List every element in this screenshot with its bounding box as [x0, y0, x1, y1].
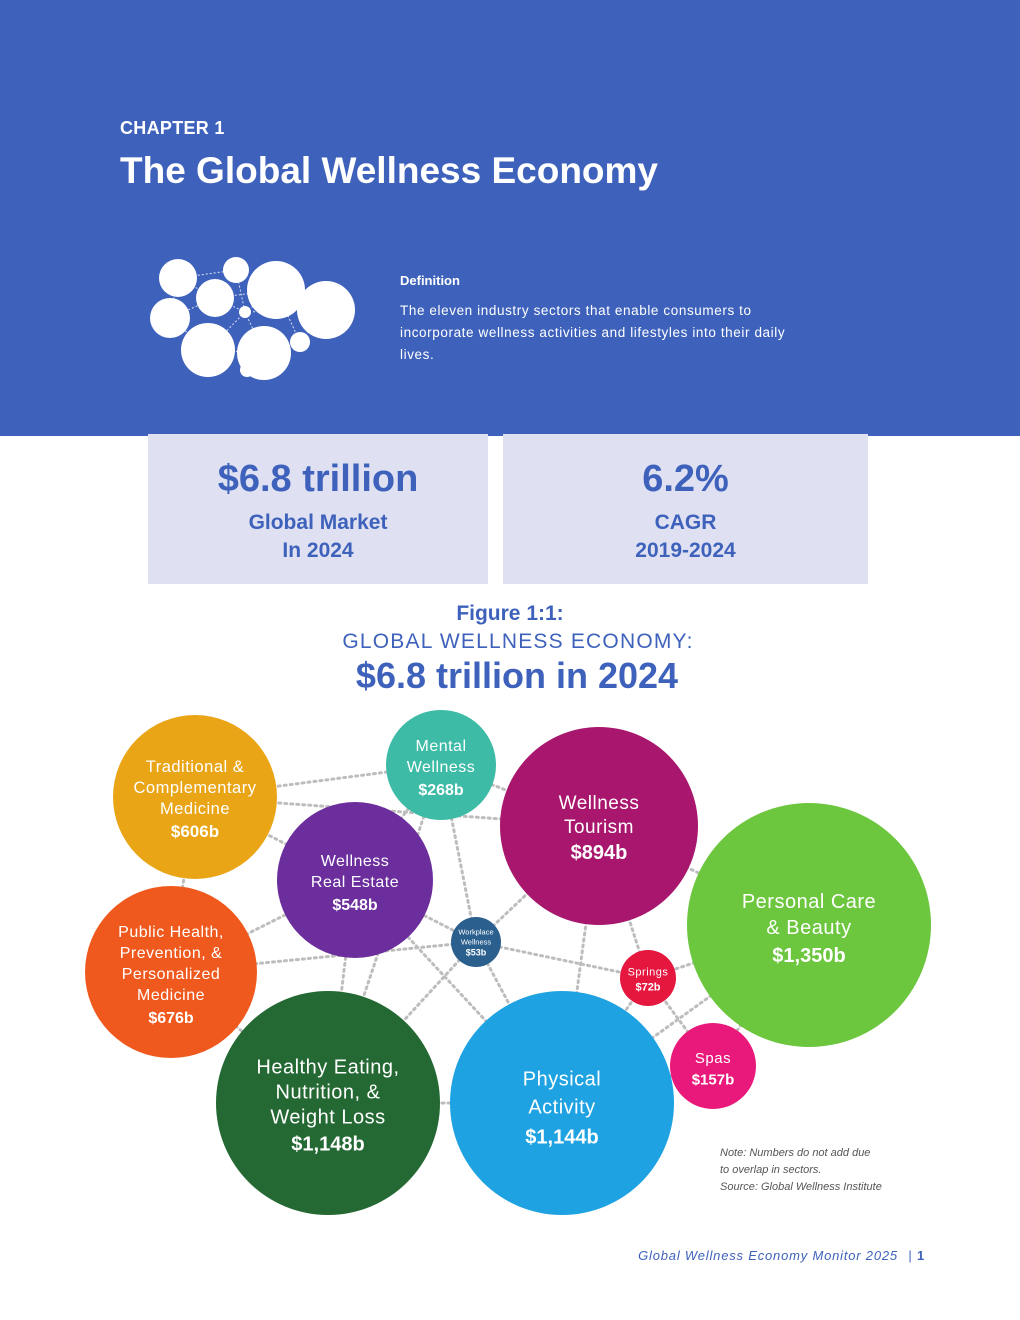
- sector-label: Activity: [528, 1096, 595, 1118]
- source-line: Source: Global Wellness Institute: [720, 1181, 882, 1193]
- stat-value: $6.8 trillion: [217, 458, 419, 500]
- sector-label: Public Health,: [118, 924, 224, 941]
- bubble-wellness-tourism: Wellness Tourism $894b: [500, 727, 698, 925]
- sector-circle: [451, 917, 501, 967]
- sector-label: Medicine: [137, 987, 205, 1004]
- sector-value: $268b: [418, 782, 464, 799]
- page-number: 1: [916, 1248, 925, 1263]
- sector-circle: [687, 803, 931, 1047]
- sector-value: $676b: [148, 1010, 194, 1027]
- chapter-label: CHAPTER 1: [120, 118, 225, 138]
- sector-label: Personalized: [122, 966, 221, 983]
- sector-label: Wellness: [321, 853, 390, 870]
- sector-bubble-chart: Traditional & Complementary Medicine $606b M…: [85, 710, 931, 1215]
- sector-label: Nutrition, &: [276, 1082, 381, 1104]
- sector-value: $1,148b: [291, 1134, 364, 1156]
- sector-circle: [277, 802, 433, 958]
- sector-value: $548b: [332, 897, 378, 914]
- bubble-mental-wellness: Mental Wellness $268b: [386, 710, 496, 820]
- sector-value: $606b: [171, 822, 219, 841]
- figure-subtitle: GLOBAL WELLNESS ECONOMY:: [342, 630, 694, 653]
- connection-line: [474, 940, 650, 980]
- sector-label: Tourism: [564, 817, 634, 838]
- bubble-wellness-real-estate: Wellness Real Estate $548b: [277, 802, 433, 958]
- sector-circle: [500, 727, 698, 925]
- sector-label: Healthy Eating,: [256, 1057, 399, 1079]
- sector-value: $1,350b: [772, 945, 845, 967]
- sector-bubbles: Traditional & Complementary Medicine $606b M…: [85, 710, 931, 1215]
- page-footer: Global Wellness Economy Monitor 2025 | 1: [638, 1248, 925, 1263]
- footer-separator: |: [908, 1248, 913, 1263]
- note-line: Note: Numbers do not add due: [720, 1147, 871, 1159]
- sector-label: Wellness: [461, 938, 492, 947]
- page-title: The Global Wellness Economy: [120, 150, 658, 191]
- sector-circle: [216, 991, 440, 1215]
- sector-circle: [620, 950, 676, 1006]
- stat-label: CAGR 2019-2024: [635, 511, 736, 562]
- sector-value: $157b: [692, 1071, 735, 1088]
- bubble-spas: Spas $157b: [670, 1023, 756, 1109]
- sector-label: Physical: [523, 1068, 601, 1090]
- stat-box-global-market: $6.8 trillion Global Market In 2024: [148, 434, 488, 584]
- header-banner: CHAPTER 1 The Global Wellness Economy: [0, 0, 1020, 436]
- sector-circle: [670, 1023, 756, 1109]
- note-line: to overlap in sectors.: [720, 1164, 822, 1176]
- sector-value: $1,144b: [525, 1126, 598, 1148]
- sector-label: Workplace: [458, 928, 493, 937]
- sector-circle: [450, 991, 674, 1215]
- sector-label: Springs: [628, 967, 669, 979]
- sector-label: Traditional &: [146, 758, 245, 776]
- bubble-personal-care-beauty: Personal Care & Beauty $1,350b: [687, 803, 931, 1047]
- bubble-public-health: Public Health, Prevention, & Personalized M…: [85, 886, 257, 1058]
- sector-label: Mental: [415, 738, 466, 755]
- publication-name: Global Wellness Economy Monitor 2025: [638, 1248, 898, 1263]
- sector-label: Medicine: [160, 800, 230, 818]
- sector-label: Weight Loss: [270, 1107, 385, 1129]
- sector-label: & Beauty: [766, 917, 851, 939]
- stat-box-cagr: 6.2% CAGR 2019-2024: [503, 434, 868, 584]
- definition-heading: Definition: [400, 273, 460, 288]
- bubble-springs: Springs $72b: [620, 950, 676, 1006]
- figure-title: $6.8 trillion in 2024: [355, 655, 679, 696]
- sector-circle: [85, 886, 257, 1058]
- stat-value: 6.2%: [642, 458, 729, 500]
- sector-value: $53b: [466, 948, 487, 958]
- definition-text: The eleven industry sectors that enable …: [400, 303, 786, 362]
- bubble-healthy-eating: Healthy Eating, Nutrition, & Weight Loss $1…: [216, 991, 440, 1215]
- figure-note: Note: Numbers do not add due to overlap …: [720, 1145, 882, 1196]
- stat-label: Global Market In 2024: [248, 511, 388, 562]
- sector-label: Wellness: [559, 793, 640, 814]
- sector-label: Prevention, &: [120, 945, 223, 962]
- sector-label: Real Estate: [311, 874, 399, 891]
- sector-label: Wellness: [407, 759, 476, 776]
- bubble-traditional-medicine: Traditional & Complementary Medicine $606b: [113, 715, 277, 879]
- bubble-physical-activity: Physical Activity $1,144b: [450, 991, 674, 1215]
- sector-label: Personal Care: [742, 891, 876, 913]
- sector-circle: [386, 710, 496, 820]
- sector-label: Complementary: [134, 779, 257, 797]
- sector-value: $894b: [571, 842, 628, 864]
- sector-circle: [113, 715, 277, 879]
- wellness-bubbles-logo-icon: [150, 257, 355, 380]
- figure-number: Figure 1:1:: [456, 602, 564, 625]
- sector-value: $72b: [635, 982, 660, 994]
- sector-label: Spas: [695, 1050, 731, 1067]
